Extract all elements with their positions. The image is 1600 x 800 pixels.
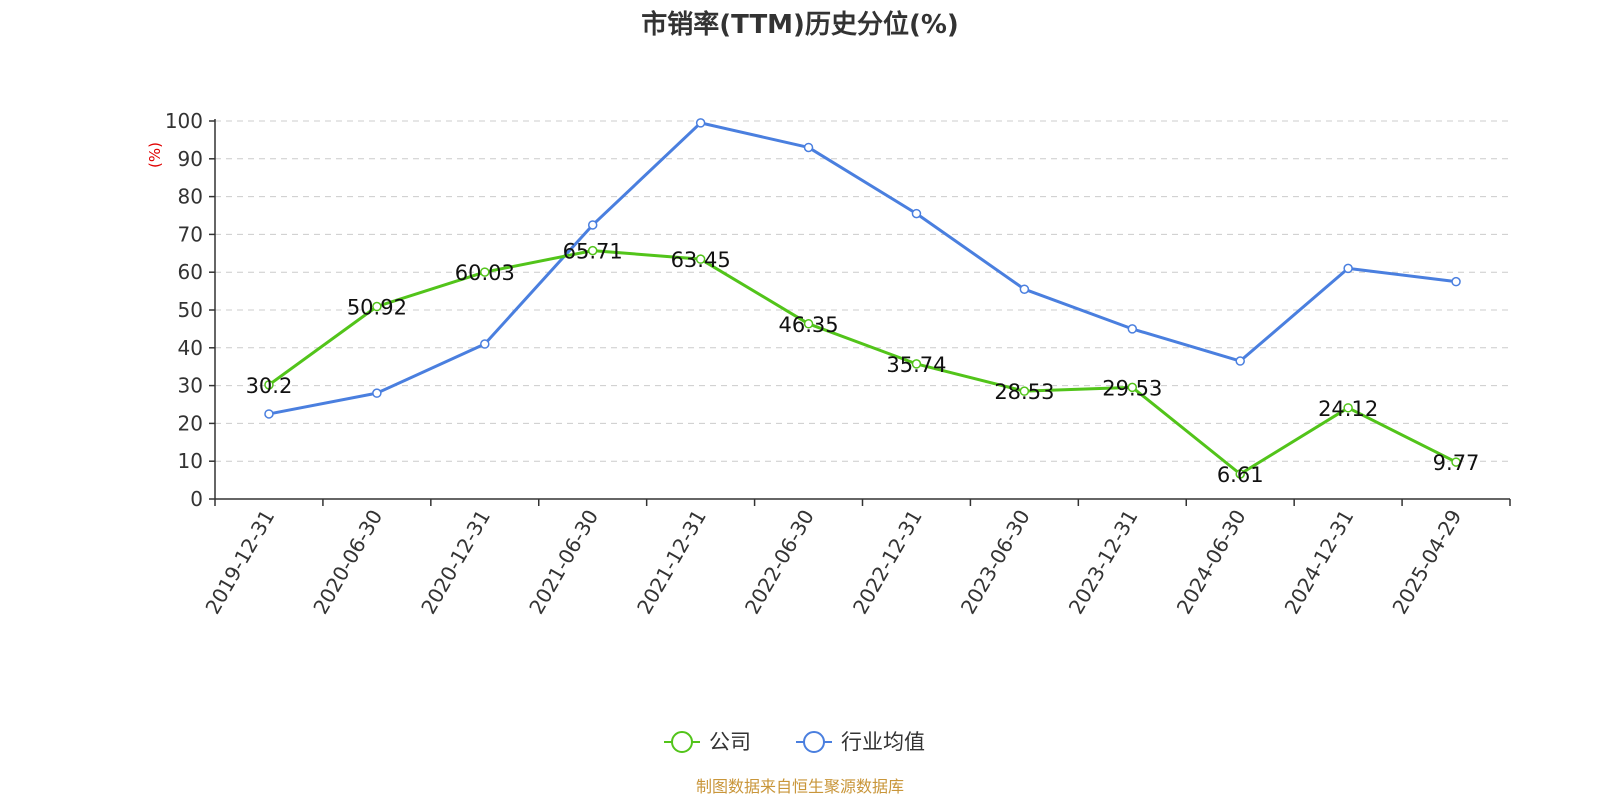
legend-item[interactable]: 公司: [664, 730, 751, 754]
data-point: [264, 409, 274, 419]
legend[interactable]: 公司 行业均值: [664, 730, 925, 754]
data-label: 50.92: [347, 296, 407, 320]
series-line: [268, 121, 1457, 416]
data-label: 29.53: [1102, 376, 1162, 400]
y-tick-label: 50: [178, 298, 203, 322]
data-point: [1019, 284, 1030, 294]
data-label: 28.53: [994, 380, 1054, 404]
axes: 0 10 20 30 40 50 60 70 80 90 100 2019-12-31 2020-06-…: [165, 109, 1511, 619]
legend-marker: [671, 731, 693, 753]
data-label: 35.74: [886, 353, 946, 377]
y-tick-label: 60: [178, 260, 203, 284]
legend-item[interactable]: 行业均值: [796, 730, 925, 754]
data-point: [372, 301, 382, 312]
x-tick-label: 2024-12-31: [1280, 506, 1359, 619]
data-point: [1451, 276, 1461, 287]
y-tick-label: 100: [165, 109, 203, 133]
data-point: [587, 245, 598, 256]
source-note: 制图数据来自恒生聚源数据库: [696, 777, 904, 796]
data-point: [803, 319, 814, 329]
chart-title: 市销率(TTM)历史分位(%): [641, 9, 959, 40]
x-tick-label: 2022-12-31: [848, 505, 927, 618]
data-point: [911, 208, 922, 219]
data-point: [803, 142, 814, 153]
series-lines: [264, 118, 1461, 479]
data-point: [1235, 469, 1245, 479]
y-tick-label: 0: [190, 487, 203, 511]
data-label: 46.35: [778, 313, 838, 337]
data-point: [264, 380, 274, 390]
data-point: [1127, 324, 1138, 334]
data-label: 63.45: [671, 248, 731, 272]
data-point: [1343, 263, 1353, 274]
data-point: [695, 118, 706, 128]
data-point: [480, 267, 490, 277]
x-tick-label: 2020-12-31: [416, 505, 495, 618]
data-point: [587, 220, 598, 230]
data-point: [1451, 457, 1461, 467]
y-tick-label: 30: [178, 374, 203, 398]
x-tick-label: 2019-12-31: [200, 506, 279, 619]
y-tick-label: 80: [178, 185, 203, 209]
x-tick-label: 2020-06-30: [308, 506, 387, 619]
data-point: [372, 388, 382, 398]
data-labels: 30.2 50.92 60.03 65.71 63.45 46.35 35.74 28.53 2…: [246, 240, 1480, 487]
data-label: 60.03: [455, 261, 515, 285]
data-label: 6.61: [1217, 463, 1264, 487]
x-tick-label: 2025-04-29: [1387, 506, 1466, 619]
grid-lines: [215, 120, 1510, 462]
legend-label: 公司: [709, 730, 751, 754]
data-point: [1235, 356, 1245, 366]
series-line: [268, 249, 1457, 476]
data-point: [695, 254, 706, 264]
data-point: [480, 339, 490, 349]
y-tick-label: 10: [178, 449, 203, 473]
x-tick-label: 2022-06-30: [740, 506, 819, 619]
x-tick-label: 2024-06-30: [1172, 506, 1251, 619]
data-point: [1343, 403, 1353, 413]
y-axis-unit-label: (%): [146, 142, 164, 168]
y-tick-label: 90: [178, 147, 203, 171]
data-point: [1127, 382, 1138, 393]
data-label: 65.71: [563, 240, 623, 264]
data-label: 30.2: [246, 374, 293, 398]
y-tick-label: 20: [178, 411, 203, 435]
data-label: 9.77: [1433, 451, 1480, 475]
y-tick-label: 70: [178, 222, 203, 246]
x-tick-label: 2023-12-31: [1064, 506, 1143, 619]
x-tick-label: 2021-06-30: [524, 506, 603, 619]
data-point: [1019, 386, 1030, 396]
legend-label: 行业均值: [841, 730, 925, 754]
data-label: 24.12: [1318, 397, 1378, 421]
y-tick-label: 40: [178, 336, 203, 360]
x-tick-label: 2021-12-31: [632, 506, 711, 619]
data-point: [911, 359, 922, 369]
legend-marker: [803, 731, 825, 753]
x-tick-label: 2023-06-30: [956, 506, 1035, 619]
